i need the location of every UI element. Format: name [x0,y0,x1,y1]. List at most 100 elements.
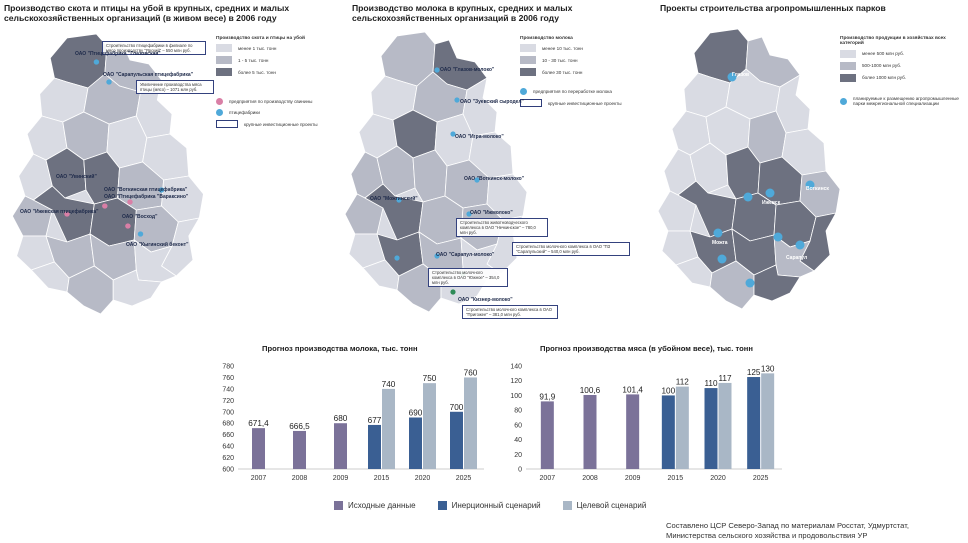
map-marker [394,255,400,261]
map-marker [106,79,112,85]
map-marker [773,232,783,242]
district [112,269,163,307]
y-tick-label: 120 [510,378,522,385]
x-tick-label: 2015 [374,475,390,482]
map-marker [158,187,165,193]
bar-target [464,377,477,469]
bar-target [718,382,732,469]
meat-chart-title: Прогноз производства мяса (в убойном вес… [540,344,753,353]
map-marker [805,180,815,190]
data-label: 680 [334,414,348,423]
map-marker [745,278,755,288]
y-tick-label: 720 [222,398,234,405]
map1-legend-item-3: более 5 тыс. тонн [216,68,336,77]
map3-region-map [657,28,841,310]
map-marker [93,59,100,65]
y-tick-label: 60 [514,422,522,429]
map-marker [64,211,70,217]
legend-base: Исходные данные [334,501,416,510]
map-marker [713,228,723,238]
y-tick-label: 100 [510,393,522,400]
map1-org-6: ОАО "Восход" [122,214,158,220]
y-tick-label: 40 [514,437,522,444]
map1-callout-2: Увеличение производства мяса птицы (мясо… [136,80,214,94]
y-tick-label: 760 [222,375,234,382]
meat-chart: 0 20 40 60 80 100 120 140 91,9 2007 100,6 2008 101,4… [510,364,782,482]
map-marker [743,192,753,202]
district [709,260,755,310]
map-marker [396,197,402,203]
milk-chart: 600 620 640 660 680 700 720 740 760 780 671,4 2007 6… [222,364,484,482]
map3-legend: Производство продукции в хозяйствах всех… [840,36,962,111]
map1-org-8: ОАО "Кыгинский беконт" [126,242,189,248]
data-label: 112 [676,378,689,387]
bar-inertial [661,395,675,469]
outline-rect-icon [216,120,238,129]
pink-dot-icon [216,98,223,106]
map2-org-3: ОАО "Игра-молоко" [455,134,504,140]
y-tick-label: 620 [222,455,234,462]
map-marker [765,188,775,198]
x-tick-label: 2007 [251,475,267,482]
bar-inertial [450,411,463,469]
map1-legend-item-1: менее 1 тыс. тонн [216,44,336,53]
map-marker [125,223,131,229]
bar-base [293,430,306,469]
blue-dot-icon [216,109,223,117]
map1-marker-invest: крупные инвестиционные проекты [216,120,336,129]
data-label: 101,4 [622,385,643,394]
y-tick-label: 20 [514,452,522,459]
map-marker [717,254,727,264]
map2-callout-3: Строительство молочного комплекса в ОАО … [428,268,508,287]
y-tick-label: 140 [510,364,522,371]
data-label: 677 [368,416,382,425]
map-marker [466,211,472,217]
map3-legend-item-3: более 1000 млн руб. [840,73,962,82]
map1-marker-poultry: птицефабрики [216,109,336,117]
source-note: Составлено ЦСР Северо-Запад по материала… [666,521,909,541]
y-tick-label: 780 [222,364,234,371]
map1-org-4: ОАО "Воткинская птицефабрика" [104,187,188,193]
data-label: 760 [464,368,478,377]
map-marker [450,289,456,295]
map3-city-4: Можга [712,240,728,246]
blue-dot-icon [520,88,527,96]
map1-region-map [11,33,204,315]
bar-base [583,394,597,469]
map-marker [102,203,108,209]
map2-callout-4: Строительство молочного комплекса в ОАО … [462,305,558,319]
y-tick-label: 600 [222,467,234,474]
x-tick-label: 2025 [456,475,472,482]
map-marker [434,67,440,73]
chart-legend: Исходные данные Инерционный сценарий Цел… [334,501,668,510]
data-label: 690 [409,409,423,418]
y-tick-label: 0 [518,467,522,474]
data-label: 671,4 [248,419,269,428]
map-marker [474,177,480,183]
y-tick-label: 640 [222,444,234,451]
bar-target [761,373,775,469]
map-marker [450,131,456,137]
data-label: 666,5 [289,422,310,431]
bar-base [626,394,640,469]
x-tick-label: 2009 [625,475,641,482]
map1-org-1: ОАО "Птицефабрика "Глазовская" [75,51,161,57]
map3-legend-item-1: менее 500 млн руб. [840,49,962,58]
bar-inertial [409,417,422,469]
map2-callout-1: Строительство животноводческого комплекс… [456,218,548,237]
data-label: 100,6 [580,386,601,395]
map2-org-4: ОАО "Воткинск-молоко" [464,176,525,182]
map-marker [727,72,737,82]
y-tick-label: 660 [222,432,234,439]
map1-callout-1: Строительство птицефабрики в филиале по … [102,41,206,55]
data-label: 100 [661,386,675,395]
x-tick-label: 2025 [753,475,769,482]
map1-title: Производство скота и птицы на убой в кру… [4,3,290,23]
map2-org-8: ОАО "Кизнер-молоко" [458,297,513,303]
map2-org-6: ОАО "Сарапул-молоко" [436,252,495,258]
map3-city-3: Воткинск [806,186,829,192]
map3-title: Проекты строительства агропромышленных п… [660,3,886,13]
map1-legend-title: Производство скота и птицы на убой [216,36,305,41]
map3-legend-title: Производство продукции в хозяйствах всех… [840,36,946,47]
map2-legend: Производство молока менее 10 тыс. тонн 1… [520,36,640,111]
